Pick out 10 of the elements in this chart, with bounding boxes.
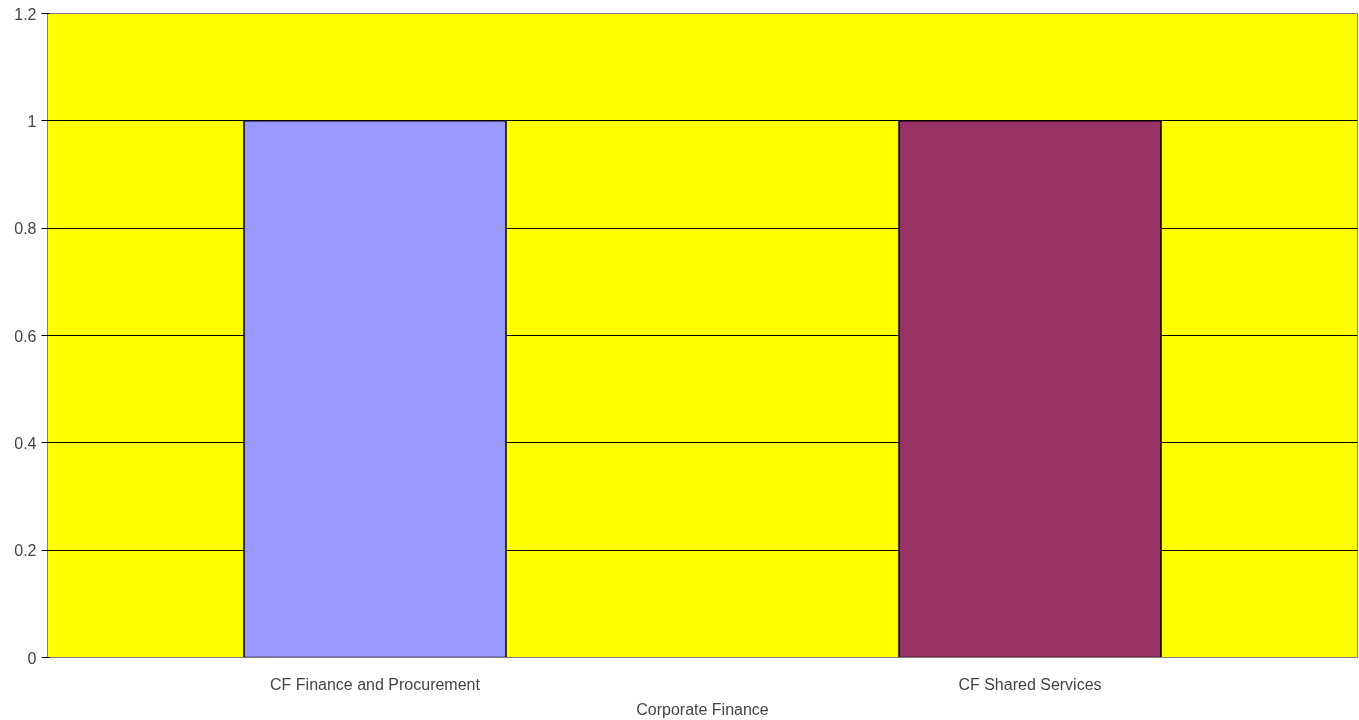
y-tick-label: 0.6 [14,327,37,345]
y-tick-label: 0.8 [14,220,37,238]
y-tick-label: 0.4 [14,434,37,452]
y-tick-label: 1.2 [14,5,37,23]
y-tick-label: 1 [27,112,37,130]
y-tick-label: 0.2 [14,542,37,560]
x-axis-title: Corporate Finance [636,700,769,718]
x-tick-label: CF Shared Services [958,675,1102,693]
x-tick-label: CF Finance and Procurement [270,675,481,693]
y-tick-label: 0 [27,649,37,667]
